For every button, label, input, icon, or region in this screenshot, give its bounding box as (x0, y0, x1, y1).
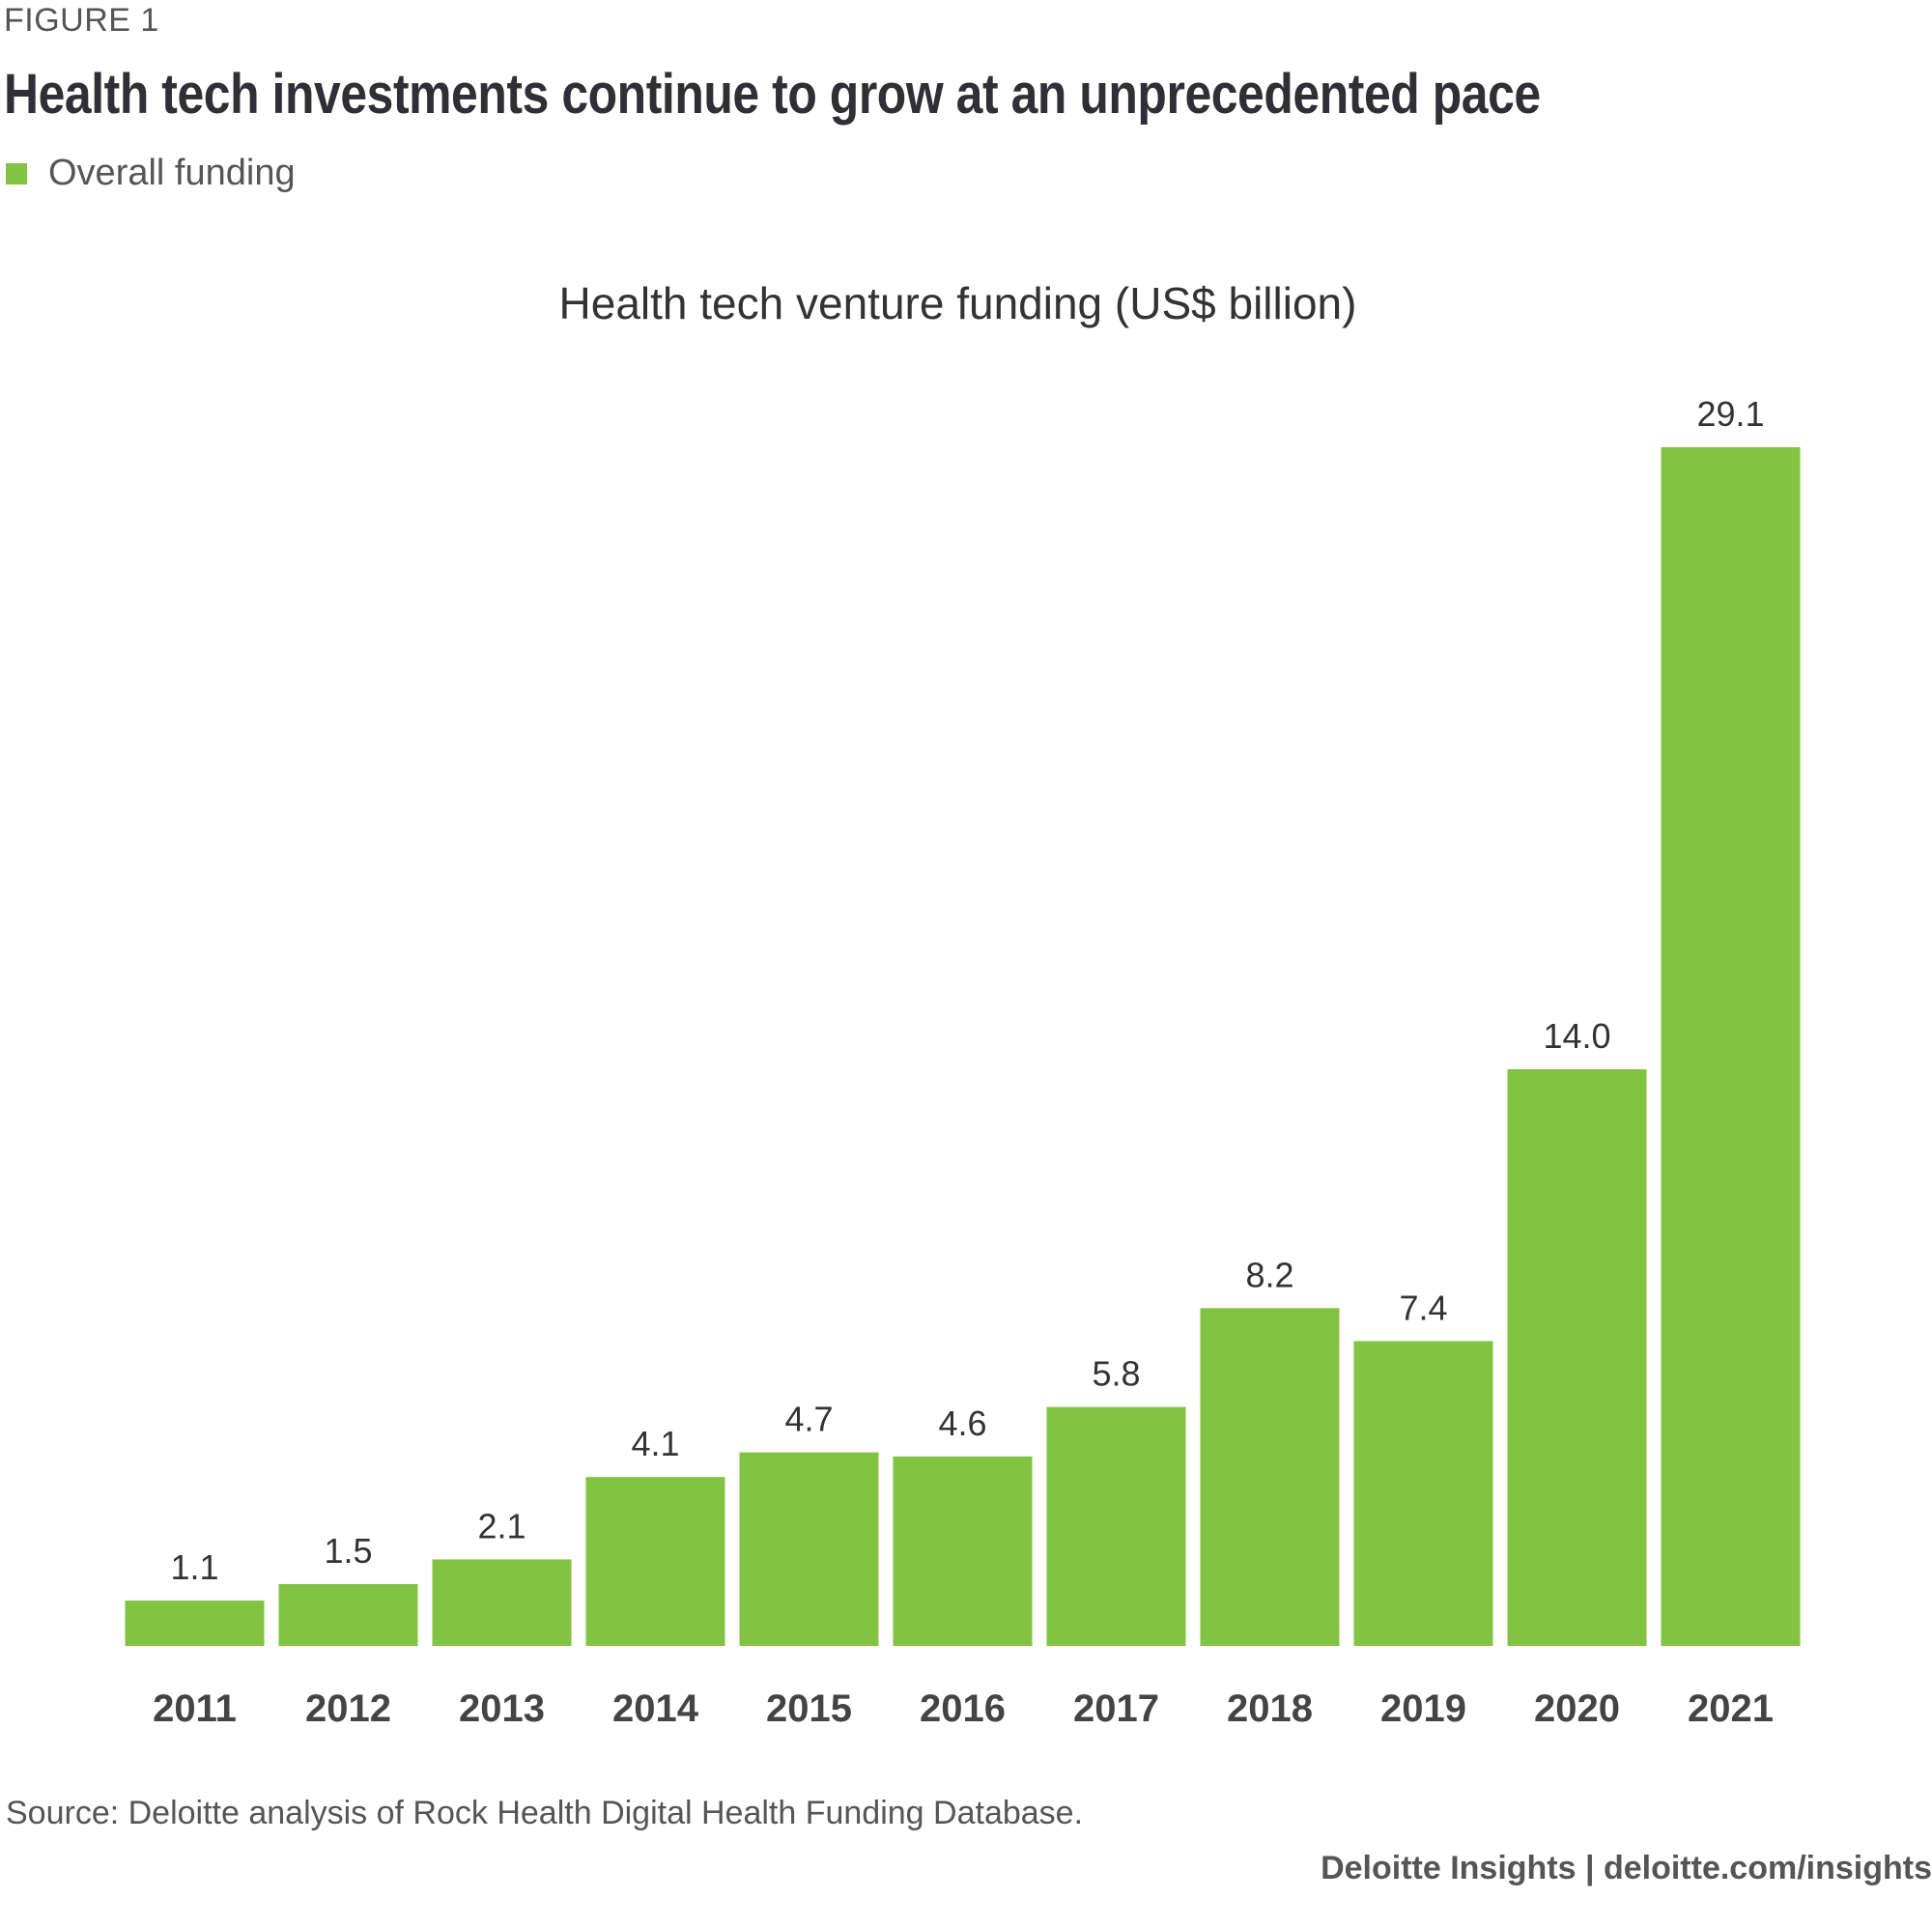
bar-chart: Health tech venture funding (US$ billion… (125, 278, 1801, 1730)
value-label-2012: 1.5 (324, 1531, 372, 1571)
figure-label: FIGURE 1 (4, 2, 159, 39)
x-tick-label-2015: 2015 (766, 1687, 852, 1730)
bars-group (125, 447, 1801, 1646)
x-tick-label-2017: 2017 (1073, 1687, 1159, 1730)
bar-2012 (278, 1584, 418, 1646)
bar-2011 (125, 1601, 265, 1646)
x-tick-label-2013: 2013 (459, 1687, 545, 1730)
x-tick-label-2021: 2021 (1688, 1687, 1774, 1730)
value-label-2021: 29.1 (1696, 394, 1764, 434)
bar-2015 (739, 1452, 879, 1646)
legend: Overall funding (6, 153, 296, 194)
source-note: Source: Deloitte analysis of Rock Health… (6, 1795, 1084, 1831)
bar-2017 (1046, 1406, 1186, 1646)
bar-2021 (1661, 447, 1801, 1646)
legend-swatch (6, 162, 27, 184)
chart-headline: Health tech investments continue to grow… (4, 63, 1541, 126)
value-label-2016: 4.6 (938, 1403, 986, 1443)
value-labels-group: 1.1 1.5 2.1 4.1 4.7 4.6 5.8 8.2 7.4 14.0 29.1 (170, 394, 1764, 1587)
x-tick-label-2016: 2016 (920, 1687, 1006, 1730)
x-tick-label-2019: 2019 (1380, 1687, 1466, 1730)
x-tick-label-2020: 2020 (1534, 1687, 1620, 1730)
x-tick-label-2011: 2011 (153, 1687, 237, 1730)
value-label-2011: 1.1 (170, 1547, 218, 1587)
bar-2019 (1353, 1341, 1493, 1646)
x-tick-label-2012: 2012 (305, 1687, 391, 1730)
value-label-2020: 14.0 (1543, 1016, 1610, 1056)
bar-2016 (893, 1456, 1033, 1646)
x-tick-labels-group: 2011 2012 2013 2014 2015 2016 2017 2018 2019 2020… (153, 1687, 1774, 1730)
value-label-2014: 4.1 (631, 1424, 679, 1463)
bar-2013 (432, 1559, 572, 1646)
value-label-2017: 5.8 (1092, 1354, 1140, 1394)
value-label-2019: 7.4 (1399, 1288, 1447, 1327)
chart-title: Health tech venture funding (US$ billion… (559, 278, 1357, 328)
bar-2018 (1200, 1308, 1340, 1646)
x-tick-label-2018: 2018 (1227, 1687, 1313, 1730)
bar-2014 (585, 1477, 725, 1646)
x-tick-label-2014: 2014 (612, 1687, 699, 1730)
value-label-2015: 4.7 (784, 1400, 833, 1439)
bar-2020 (1507, 1068, 1647, 1646)
value-label-2018: 8.2 (1245, 1255, 1293, 1294)
value-label-2013: 2.1 (477, 1506, 526, 1545)
legend-label: Overall funding (48, 153, 296, 193)
credit-line: Deloitte Insights | deloitte.com/insight… (1321, 1850, 1932, 1886)
